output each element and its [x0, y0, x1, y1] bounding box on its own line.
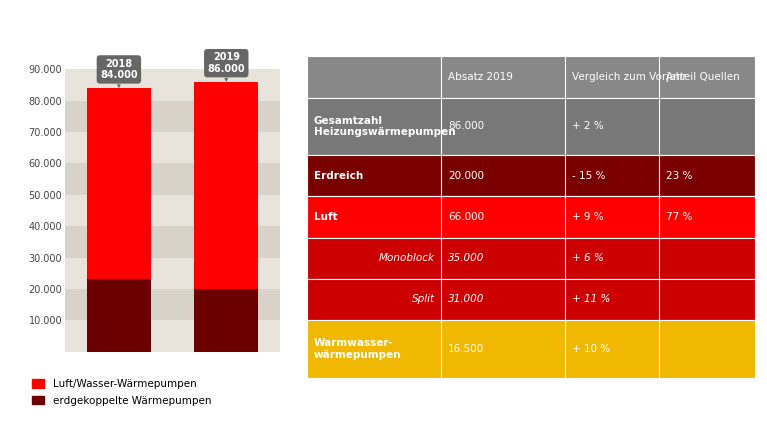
Text: Anteil Quellen: Anteil Quellen — [666, 72, 739, 82]
Text: 86.000: 86.000 — [448, 122, 484, 132]
Bar — [65, 195, 280, 226]
Text: 2018
84.000: 2018 84.000 — [100, 59, 138, 88]
Bar — [307, 320, 755, 378]
Text: 35.000: 35.000 — [448, 253, 485, 263]
Text: 66.000: 66.000 — [448, 212, 484, 222]
Bar — [65, 101, 280, 132]
Text: Absatz 2019: Absatz 2019 — [448, 72, 513, 82]
Bar — [307, 197, 755, 237]
Text: Monoblock: Monoblock — [379, 253, 435, 263]
Bar — [194, 289, 258, 352]
Text: 31.000: 31.000 — [448, 294, 485, 304]
Text: + 2 %: + 2 % — [571, 122, 603, 132]
Text: 20.000: 20.000 — [448, 171, 484, 181]
Bar — [65, 289, 280, 320]
Text: Gesamtzahl
Heizungswärmepumpen: Gesamtzahl Heizungswärmepumpen — [314, 115, 455, 137]
Bar — [65, 226, 280, 257]
Bar — [65, 320, 280, 352]
Text: Warmwasser-
wärmepumpen: Warmwasser- wärmepumpen — [314, 338, 401, 359]
Text: + 9 %: + 9 % — [571, 212, 603, 222]
Bar — [65, 257, 280, 289]
Bar — [65, 164, 280, 195]
Bar — [65, 69, 280, 101]
Text: 23 %: 23 % — [666, 171, 692, 181]
Text: + 6 %: + 6 % — [571, 253, 604, 263]
Bar — [307, 98, 755, 155]
Text: Erdreich: Erdreich — [314, 171, 363, 181]
Bar — [307, 237, 755, 279]
Bar — [307, 279, 755, 320]
Bar — [87, 88, 151, 279]
Text: - 15 %: - 15 % — [571, 171, 605, 181]
Text: Luft: Luft — [314, 212, 337, 222]
Bar — [87, 279, 151, 352]
Text: + 10 %: + 10 % — [571, 344, 610, 354]
Text: + 11 %: + 11 % — [571, 294, 610, 304]
Text: Split: Split — [412, 294, 435, 304]
Text: 2019
86.000: 2019 86.000 — [207, 53, 245, 82]
Text: 16.500: 16.500 — [448, 344, 485, 354]
Bar — [194, 82, 258, 289]
Bar — [307, 56, 755, 98]
Bar — [307, 155, 755, 197]
Text: Vergleich zum Vorjahr: Vergleich zum Vorjahr — [571, 72, 686, 82]
Text: 77 %: 77 % — [666, 212, 692, 222]
Legend: Luft/Wasser-Wärmepumpen, erdgekoppelte Wärmepumpen: Luft/Wasser-Wärmepumpen, erdgekoppelte W… — [31, 379, 211, 405]
Bar — [65, 132, 280, 164]
